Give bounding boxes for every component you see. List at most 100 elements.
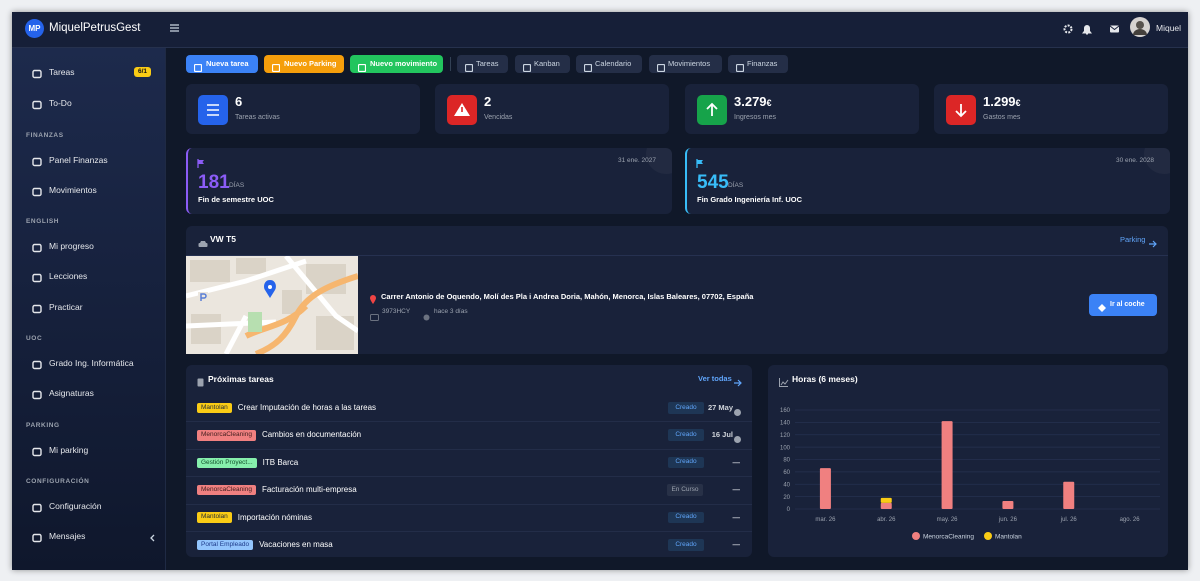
task-row[interactable]: Portal Empleado Vacaciones en masa — [197, 539, 333, 551]
user-name: Miquel — [1156, 23, 1182, 33]
topbar-icons[interactable] — [1062, 20, 1128, 38]
button-icon — [735, 60, 745, 73]
shortcut-button[interactable]: Movimientos — [649, 55, 722, 73]
task-tag: Mantolan — [197, 402, 232, 414]
countdown-unit: DÍAS — [229, 182, 245, 189]
task-due: — — [732, 485, 741, 495]
stat-icon — [198, 95, 228, 125]
task-row[interactable]: MenorcaCleaning Facturación multi-empresa — [197, 484, 357, 496]
countdown-days: 545 — [697, 172, 729, 193]
action-button[interactable]: Nuevo movimiento — [350, 55, 443, 73]
task-row[interactable]: Mantolan Importación nóminas — [197, 512, 312, 524]
legend-label: MenorcaCleaning — [923, 534, 974, 541]
x-tick-label: ago. 26 — [1120, 517, 1141, 523]
nav-arrow-icon — [1098, 300, 1106, 312]
nav-item[interactable]: Asignaturas — [49, 388, 94, 399]
task-due: 27 May — [707, 403, 733, 412]
nav-item[interactable]: Mensajes — [49, 531, 86, 542]
stat-icon — [697, 95, 727, 125]
bar — [1063, 481, 1075, 509]
legend-label: Mantolan — [995, 534, 1022, 541]
countdown-date: 31 ene. 2027 — [618, 157, 656, 164]
nav-item[interactable]: Lecciones — [49, 271, 88, 282]
action-button[interactable]: Nuevo Parking — [264, 55, 344, 73]
nav-item[interactable]: Configuración — [49, 500, 102, 511]
vehicle-plate: 3973HCY — [382, 308, 411, 315]
stat-value: 3.279€ — [734, 94, 772, 109]
arrow-icon — [1149, 236, 1157, 248]
nav-section-title: UOC — [26, 335, 43, 342]
y-tick-label: 140 — [780, 421, 791, 427]
clock-icon — [423, 309, 430, 321]
nav-item[interactable]: Practicar — [49, 301, 83, 312]
topbar — [12, 12, 1188, 48]
y-tick-label: 60 — [783, 470, 790, 476]
nav-item[interactable]: Tareas — [49, 67, 75, 77]
task-row[interactable]: MenorcaCleaning Cambios en documentación — [197, 429, 361, 441]
nav-item[interactable]: Mi progreso — [49, 240, 94, 251]
task-title: Importación nóminas — [237, 512, 313, 522]
task-title: Vacaciones en masa — [259, 540, 333, 549]
button-icon — [583, 60, 593, 73]
shortcut-button[interactable]: Kanban — [515, 55, 570, 73]
avatar[interactable] — [1130, 17, 1150, 37]
go-button[interactable]: Ir al coche — [1089, 294, 1157, 316]
tasks-icon — [197, 375, 205, 387]
vehicle-link[interactable]: Parking — [1120, 235, 1146, 244]
shortcut-button[interactable]: Tareas — [457, 55, 508, 73]
row-divider — [186, 503, 752, 505]
menu-toggle[interactable] — [170, 24, 179, 32]
row-divider — [186, 476, 752, 478]
nav-item[interactable]: Grado Ing. Informática — [49, 357, 134, 368]
nav-section-title: ENGLISH — [26, 218, 60, 225]
stat-label: Vencidas — [484, 114, 513, 121]
task-tag: MenorcaCleaning — [197, 430, 256, 441]
nav-icon — [32, 185, 42, 197]
stat-icon — [447, 95, 477, 125]
shortcut-button[interactable]: Calendario — [576, 55, 642, 73]
y-tick-label: 20 — [783, 495, 790, 501]
countdown-date: 30 ene. 2028 — [1116, 157, 1154, 164]
task-row[interactable]: Gestión Proyect... ITB Barca — [197, 457, 298, 469]
button-icon — [271, 60, 281, 73]
y-tick-label: 100 — [780, 445, 791, 451]
button-icon — [522, 60, 532, 73]
hours-chart: 0 20 40 60 80 100 120 140 160 mar. 26 abr. 26 may. … — [780, 408, 1160, 541]
task-title: Cambios en documentación — [261, 430, 362, 440]
button-icon — [193, 60, 203, 73]
task-due: — — [732, 540, 741, 549]
countdown-card — [186, 148, 672, 214]
bar — [941, 421, 953, 509]
nav-item[interactable]: Movimientos — [49, 185, 97, 196]
row-divider — [186, 421, 752, 423]
countdown-label: Fin de semestre UOC — [198, 195, 274, 204]
tasks-link[interactable]: Ver todas — [698, 374, 732, 383]
task-due: 16 Jul — [711, 430, 733, 440]
nav-icon — [32, 531, 42, 543]
car-icon — [198, 236, 208, 247]
flag-icon — [696, 156, 704, 168]
stat-value: 2 — [484, 94, 492, 109]
row-divider — [186, 448, 752, 450]
stat-label: Gastos mes — [983, 114, 1021, 121]
nav-section-title: PARKING — [26, 422, 60, 429]
task-row[interactable]: Mantolan Crear Imputación de horas a las … — [197, 402, 376, 414]
plate-icon — [370, 309, 379, 321]
countdown-card — [685, 148, 1170, 214]
stat-unit: € — [1015, 98, 1021, 108]
nav-item[interactable]: Mi parking — [49, 444, 89, 455]
nav-item[interactable]: Panel Finanzas — [49, 154, 108, 165]
task-status: Creado — [668, 456, 704, 469]
nav-icon — [32, 155, 42, 166]
task-due: — — [732, 512, 741, 522]
y-tick-label: 40 — [783, 482, 790, 488]
task-status: Creado — [668, 429, 704, 441]
divider — [186, 255, 1168, 256]
nav-item[interactable]: To-Do — [49, 98, 72, 108]
x-tick-label: mar. 26 — [815, 517, 836, 523]
nav-badge: 6/1 — [134, 67, 152, 77]
sidebar — [12, 47, 166, 570]
action-button[interactable]: Nueva tarea — [186, 55, 258, 73]
task-status: Creado — [668, 539, 704, 551]
toolbar-divider — [450, 57, 451, 71]
